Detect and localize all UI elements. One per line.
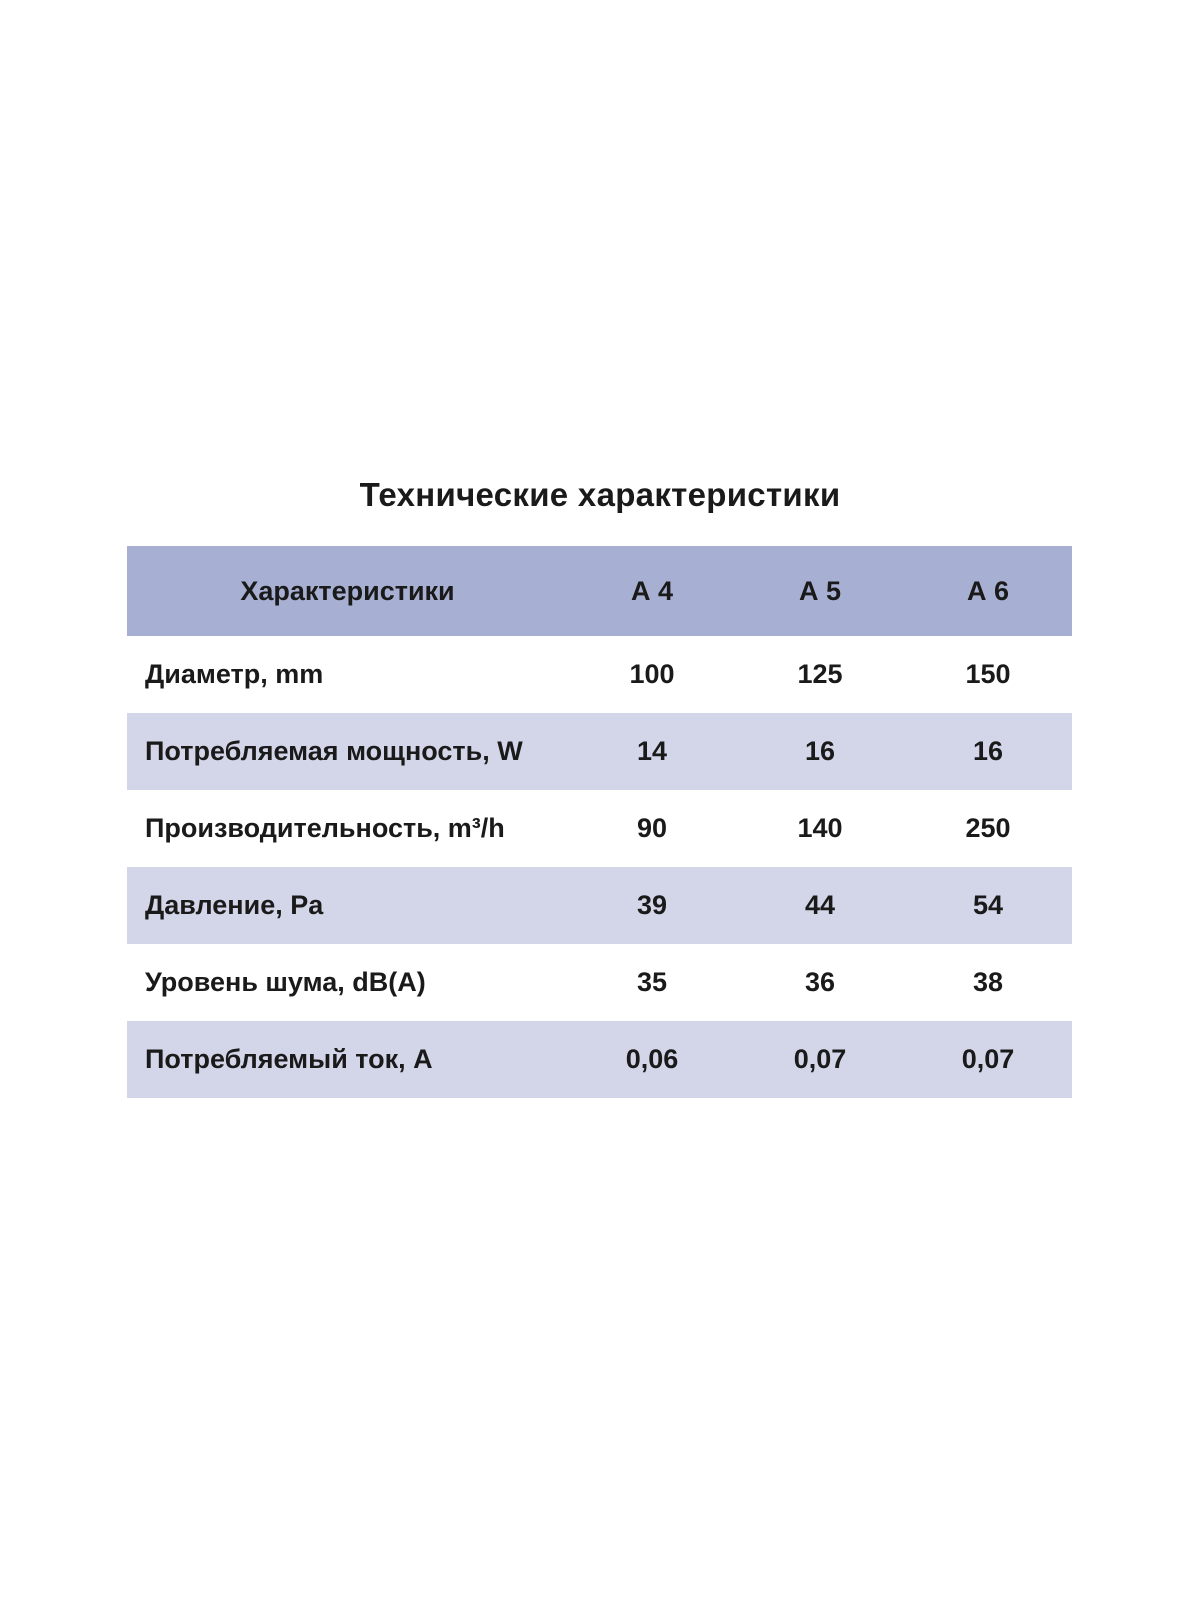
row-value: 16 (972, 736, 1004, 766)
column-header-a5: А 5 (798, 575, 842, 606)
table-row-noise: Уровень шума, dB(A) 35 36 38 (127, 944, 1072, 1021)
row-value: 16 (804, 736, 836, 766)
row-label: Производительность, m³/h (145, 813, 505, 843)
row-label: Уровень шума, dB(A) (145, 967, 426, 997)
row-value: 36 (804, 967, 836, 997)
row-value: 250 (965, 813, 1011, 843)
row-value: 38 (972, 967, 1004, 997)
row-label: Давление, Pa (145, 890, 324, 920)
column-header-a6: А 6 (966, 575, 1010, 606)
table-header-row: Характеристики А 4 А 5 А 6 (127, 546, 1072, 636)
page-title: Технические характеристики (359, 476, 841, 513)
table-row-current: Потребляемый ток, А 0,06 0,07 0,07 (127, 1021, 1072, 1098)
table-row-diameter: Диаметр, mm 100 125 150 (127, 636, 1072, 713)
row-value: 44 (804, 890, 836, 920)
row-value: 125 (797, 659, 843, 689)
row-value: 0,07 (961, 1044, 1015, 1074)
row-value: 54 (972, 890, 1004, 920)
table-row-airflow: Производительность, m³/h 90 140 250 (127, 790, 1072, 867)
row-value: 35 (636, 967, 668, 997)
row-value: 14 (636, 736, 668, 766)
specs-table: Характеристики А 4 А 5 А 6 Диаметр, mm 1… (127, 546, 1072, 1098)
row-value: 100 (629, 659, 675, 689)
row-value: 0,06 (625, 1044, 679, 1074)
row-value: 90 (636, 813, 668, 843)
column-header-a4: А 4 (630, 575, 674, 606)
row-label: Диаметр, mm (145, 659, 324, 689)
row-label: Потребляемый ток, А (145, 1044, 433, 1074)
row-value: 0,07 (793, 1044, 847, 1074)
header-label: Характеристики (240, 575, 455, 606)
row-value: 140 (797, 813, 843, 843)
row-value: 39 (636, 890, 668, 920)
row-value: 150 (965, 659, 1011, 689)
row-label: Потребляемая мощность, W (145, 736, 523, 766)
table-row-pressure: Давление, Pa 39 44 54 (127, 867, 1072, 944)
table-row-power: Потребляемая мощность, W 14 16 16 (127, 713, 1072, 790)
